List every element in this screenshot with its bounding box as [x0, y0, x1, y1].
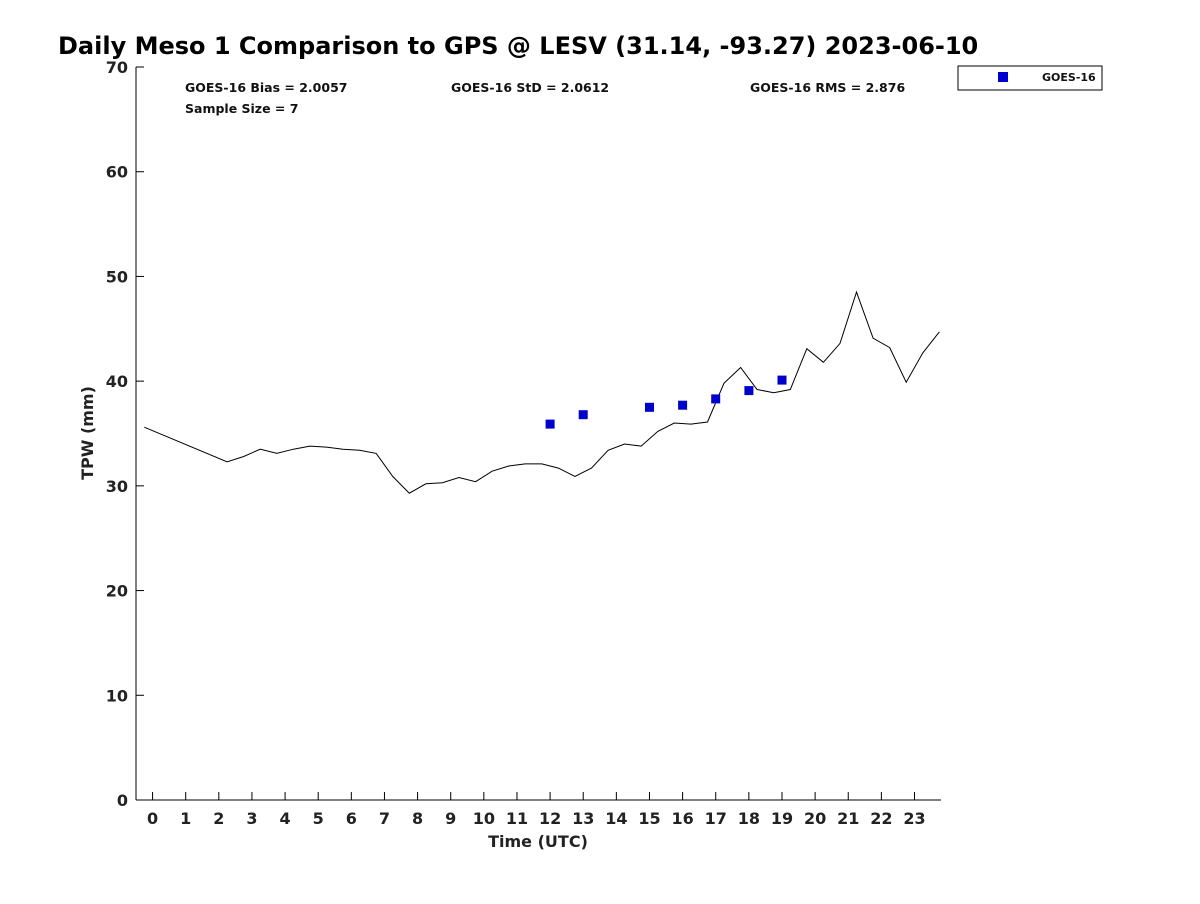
legend-marker-goes-16	[998, 72, 1008, 82]
y-axis-label: TPW (mm)	[78, 386, 97, 480]
goes-16-point	[678, 400, 688, 410]
chart-marks	[144, 290, 940, 494]
x-tick-label: 11	[506, 809, 528, 828]
x-tick-label: 18	[738, 809, 760, 828]
legend: GOES-16	[957, 65, 1103, 91]
goes-16-point	[545, 419, 555, 429]
y-tick-label: 20	[106, 582, 128, 601]
stat-bias: GOES-16 Bias = 2.0057	[185, 80, 347, 95]
x-tick-label: 19	[771, 809, 793, 828]
x-tick-label: 12	[539, 809, 561, 828]
y-tick-label: 50	[106, 267, 128, 286]
x-tick-label: 13	[572, 809, 594, 828]
x-tick-label: 23	[903, 809, 925, 828]
y-tick-label: 60	[106, 163, 128, 182]
y-tick-label: 30	[106, 477, 128, 496]
stats-group: GOES-16 Bias = 2.0057 GOES-16 StD = 2.06…	[185, 80, 905, 116]
x-tick-label: 20	[804, 809, 826, 828]
legend-label-goes-16: GOES-16	[1042, 71, 1096, 84]
x-tick-label: 1	[180, 809, 191, 828]
stat-rms: GOES-16 RMS = 2.876	[750, 80, 905, 95]
x-tick-label: 7	[379, 809, 390, 828]
x-tick-label: 8	[412, 809, 423, 828]
x-tick-label: 10	[473, 809, 495, 828]
goes-16-point	[645, 402, 654, 412]
stat-std: GOES-16 StD = 2.0612	[451, 80, 609, 95]
gps-series-line	[144, 290, 940, 494]
chart-title: Daily Meso 1 Comparison to GPS @ LESV (3…	[58, 32, 978, 60]
x-tick-label: 16	[671, 809, 693, 828]
stat-sample-size: Sample Size = 7	[185, 101, 298, 116]
y-tick-label: 0	[117, 791, 128, 810]
y-tick-label: 10	[106, 686, 128, 705]
x-tick-label: 2	[213, 809, 224, 828]
x-tick-label: 0	[147, 809, 158, 828]
legend-box	[957, 65, 1103, 91]
goes-16-point	[578, 410, 588, 420]
goes-16-point	[777, 375, 787, 385]
x-tick-label: 22	[870, 809, 892, 828]
x-tick-label: 3	[246, 809, 257, 828]
goes-16-point	[711, 394, 721, 404]
x-tick-label: 4	[280, 809, 291, 828]
x-tick-label: 17	[705, 809, 727, 828]
x-tick-label: 15	[638, 809, 660, 828]
x-tick-label: 14	[605, 809, 627, 828]
x-tick-label: 21	[837, 809, 859, 828]
goes-16-point	[744, 386, 754, 396]
x-axis-label: Time (UTC)	[488, 832, 588, 851]
x-tick-label: 9	[445, 809, 456, 828]
y-tick-label: 70	[106, 58, 128, 77]
x-tick-label: 5	[313, 809, 324, 828]
y-tick-label: 40	[106, 372, 128, 391]
x-tick-label: 6	[346, 809, 357, 828]
